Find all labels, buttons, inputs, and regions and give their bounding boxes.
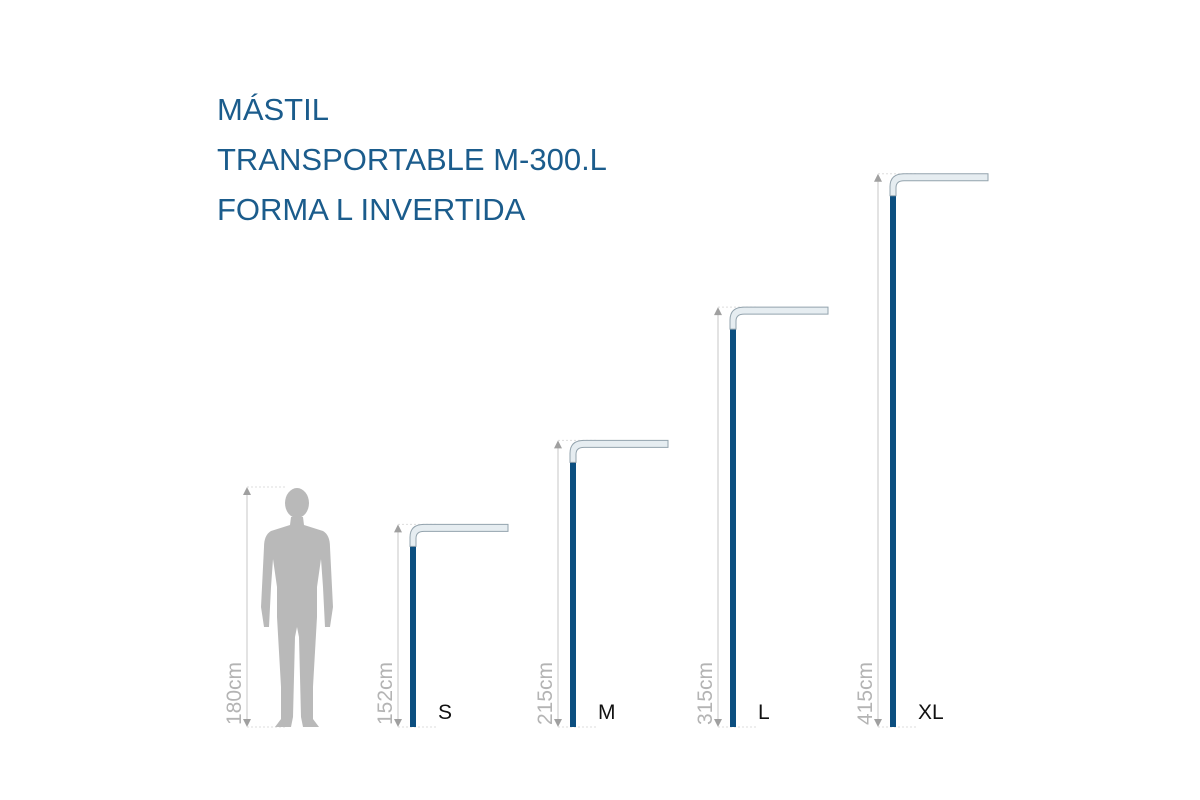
arrow: [554, 719, 562, 727]
height-label: 180cm: [223, 662, 246, 725]
size-label: XL: [918, 701, 944, 724]
mast-arm: [729, 306, 829, 330]
mast-pole: [570, 460, 576, 727]
arrow: [874, 719, 882, 727]
mast-pole: [890, 193, 896, 727]
height-label: 415cm: [854, 662, 877, 725]
height-label: 152cm: [374, 662, 397, 725]
arrow: [394, 719, 402, 727]
mast-pole: [410, 544, 416, 727]
title-line: MÁSTIL: [217, 92, 329, 127]
mast-arm: [889, 173, 989, 197]
arrow: [554, 440, 562, 449]
head: [285, 488, 309, 519]
person: [261, 488, 333, 727]
arrow: [874, 173, 882, 182]
arrow: [243, 487, 251, 496]
height-label: 315cm: [694, 662, 717, 725]
size-label: L: [758, 701, 770, 724]
mast-pole: [730, 327, 736, 727]
body: [261, 517, 333, 727]
arrow: [714, 719, 722, 727]
mast-arm: [569, 439, 669, 463]
mast-arm: [409, 523, 509, 547]
height-label: 215cm: [534, 662, 557, 725]
title-line: TRANSPORTABLE M-300.L: [217, 142, 607, 177]
size-label: S: [438, 701, 452, 724]
arrow: [714, 307, 722, 316]
arrow: [243, 719, 251, 727]
size-label: M: [598, 701, 616, 724]
title-line: FORMA L INVERTIDA: [217, 192, 526, 227]
arrow: [394, 524, 402, 533]
